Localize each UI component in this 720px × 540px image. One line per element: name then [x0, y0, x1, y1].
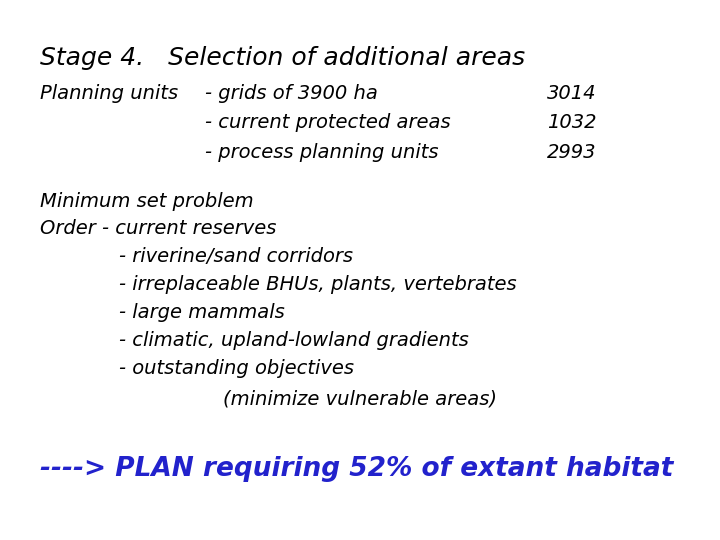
Text: ----> PLAN requiring 52% of extant habitat: ----> PLAN requiring 52% of extant habit…: [40, 456, 673, 482]
Text: - irreplaceable BHUs, plants, vertebrates: - irreplaceable BHUs, plants, vertebrate…: [119, 275, 516, 294]
Text: 3014: 3014: [547, 84, 597, 103]
Text: Planning units: Planning units: [40, 84, 178, 103]
Text: - outstanding objectives: - outstanding objectives: [119, 359, 354, 378]
Text: - riverine/sand corridors: - riverine/sand corridors: [119, 247, 353, 266]
Text: - climatic, upland-lowland gradients: - climatic, upland-lowland gradients: [119, 331, 469, 350]
Text: - large mammals: - large mammals: [119, 303, 284, 322]
Text: - grids of 3900 ha: - grids of 3900 ha: [205, 84, 378, 103]
Text: 1032: 1032: [547, 113, 597, 132]
Text: Minimum set problem: Minimum set problem: [40, 192, 253, 211]
Text: Stage 4.   Selection of additional areas: Stage 4. Selection of additional areas: [40, 46, 525, 70]
Text: - process planning units: - process planning units: [205, 143, 438, 162]
Text: 2993: 2993: [547, 143, 597, 162]
Text: Order - current reserves: Order - current reserves: [40, 219, 276, 238]
Text: - current protected areas: - current protected areas: [205, 113, 451, 132]
Text: (minimize vulnerable areas): (minimize vulnerable areas): [223, 390, 498, 409]
